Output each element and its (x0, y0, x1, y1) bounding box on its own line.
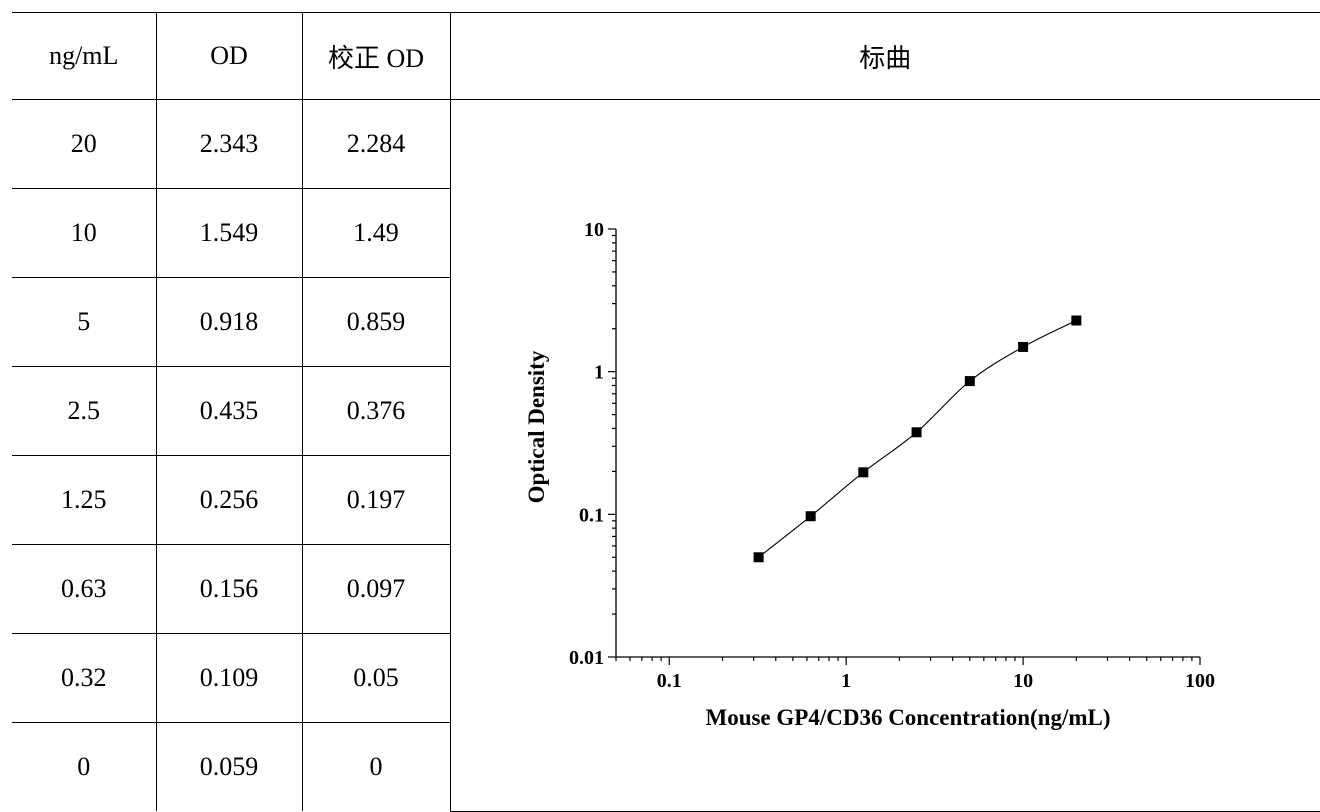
header-corrected-od: 校正 OD (301, 12, 451, 100)
cell-concentration: 2.5 (12, 366, 157, 456)
cell-od: 0.918 (155, 277, 303, 367)
standard-curve-table: ng/mL OD 校正 OD 标曲 20 2.343 2.284 10 1.54… (12, 12, 1320, 812)
y-tick-label: 10 (584, 219, 604, 241)
standard-curve-chart: 0.1 1 10 100 0.01 0.1 1 10 Mouse GP4/CD36 Conce… (524, 219, 1215, 730)
table-row: 0 0.059 0 (12, 722, 1320, 811)
cell-concentration: 10 (12, 188, 157, 278)
cell-od: 0.435 (155, 366, 303, 456)
header-concentration: ng/mL (12, 12, 157, 100)
table-row: 0.63 0.156 0.097 (12, 544, 1320, 634)
table-row: 10 1.549 1.49 (12, 188, 1320, 278)
data-point-marker (964, 376, 975, 387)
y-tick-label: 0.1 (579, 504, 604, 526)
cell-concentration: 1.25 (12, 455, 157, 545)
cell-corrected-od: 0.097 (301, 544, 451, 634)
series-line (758, 320, 1077, 558)
cell-corrected-od: 0.05 (301, 633, 451, 723)
chart-series-line (758, 320, 1077, 558)
header-od: OD (155, 12, 303, 100)
cell-concentration: 0.63 (12, 544, 157, 634)
x-tick-label: 1 (841, 670, 851, 692)
cell-corrected-od: 1.49 (301, 188, 451, 278)
table-header-row: ng/mL OD 校正 OD 标曲 (12, 12, 1320, 100)
header-standard-curve: 标曲 (449, 12, 1320, 100)
cell-corrected-od: 0.197 (301, 455, 451, 545)
standard-table-container: ng/mL OD 校正 OD 标曲 20 2.343 2.284 10 1.54… (12, 12, 1320, 812)
cell-od: 0.256 (155, 455, 303, 545)
chart-axes: 0.1 1 10 100 0.01 0.1 1 10 (569, 219, 1215, 692)
cell-corrected-od: 0.376 (301, 366, 451, 456)
table-row: 2.5 0.435 0.376 (12, 366, 1320, 456)
chart-cell (449, 99, 1320, 812)
cell-corrected-od: 2.284 (301, 99, 451, 189)
cell-od: 0.059 (155, 722, 303, 811)
data-point-marker (911, 427, 922, 438)
y-tick-label: 0.01 (569, 647, 604, 669)
data-point-marker (1071, 315, 1082, 326)
table-row: 1.25 0.256 0.197 (12, 455, 1320, 545)
x-tick-label: 0.1 (657, 670, 682, 692)
cell-od: 2.343 (155, 99, 303, 189)
y-axis-title: Optical Density (524, 350, 549, 503)
x-tick-label: 100 (1185, 670, 1215, 692)
cell-od: 1.549 (155, 188, 303, 278)
x-axis-title: Mouse GP4/CD36 Concentration(ng/mL) (705, 705, 1110, 730)
data-point-marker (858, 467, 869, 478)
cell-od: 0.109 (155, 633, 303, 723)
data-point-marker (1018, 341, 1029, 352)
chart-markers (753, 315, 1082, 563)
x-tick-label: 10 (1013, 670, 1033, 692)
cell-concentration: 0 (12, 722, 157, 811)
table-row: 20 2.343 2.284 (12, 99, 1320, 812)
data-point-marker (753, 552, 764, 563)
table-row: 0.32 0.109 0.05 (12, 633, 1320, 723)
cell-concentration: 0.32 (12, 633, 157, 723)
cell-od: 0.156 (155, 544, 303, 634)
cell-corrected-od: 0.859 (301, 277, 451, 367)
data-point-marker (805, 511, 816, 522)
y-tick-label: 1 (594, 362, 604, 384)
table-row: 5 0.918 0.859 (12, 277, 1320, 367)
cell-concentration: 5 (12, 277, 157, 367)
cell-corrected-od: 0 (301, 722, 451, 811)
cell-concentration: 20 (12, 99, 157, 189)
